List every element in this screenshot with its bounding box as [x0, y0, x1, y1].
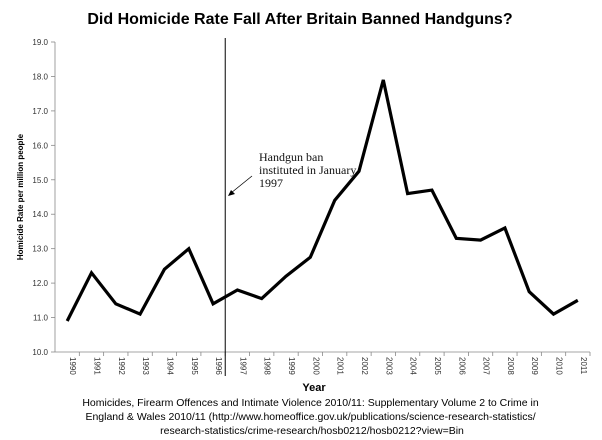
- x-tick-label: 2000: [311, 357, 320, 375]
- source-line-1: Homicides, Firearm Offences and Intimate…: [82, 397, 539, 409]
- x-tick-label: 2003: [384, 357, 393, 375]
- x-tick-label: 2007: [482, 357, 491, 375]
- y-tick-label: 14.0: [32, 210, 48, 219]
- x-tick-label: 2004: [409, 357, 418, 375]
- annotation-arrow-head: [228, 190, 235, 196]
- y-tick-label: 19.0: [32, 38, 48, 47]
- x-tick-label: 2005: [433, 357, 442, 375]
- y-tick-label: 15.0: [32, 176, 48, 185]
- chart-title: Did Homicide Rate Fall After Britain Ban…: [87, 11, 512, 28]
- y-tick-label: 13.0: [32, 245, 48, 254]
- annotation-arrow-shaft: [230, 175, 253, 194]
- x-tick-label: 2010: [555, 357, 564, 375]
- x-tick-label: 1993: [141, 357, 150, 375]
- ban-annotation-line-1: Handgun ban: [259, 150, 323, 164]
- x-tick-label: 1996: [214, 357, 223, 375]
- y-tick-label: 16.0: [32, 141, 48, 150]
- x-tick-label: 1995: [190, 357, 199, 375]
- x-tick-label: 1997: [238, 357, 247, 375]
- x-ticks: 1990 1991 1992 1993 1994 1995 1996 1997 1998 1999…: [68, 352, 591, 375]
- x-tick-label: 2008: [506, 357, 515, 375]
- x-tick-label: 1990: [68, 357, 77, 375]
- x-tick-label: 1992: [117, 357, 126, 375]
- x-tick-label: 2011: [579, 357, 588, 375]
- y-tick-label: 10.0: [32, 348, 48, 357]
- x-tick-label: 2001: [336, 357, 345, 375]
- x-axis-label: Year: [302, 382, 326, 394]
- x-tick-label: 2009: [530, 357, 539, 375]
- y-tick-label: 12.0: [32, 279, 48, 288]
- x-tick-label: 1999: [287, 357, 296, 375]
- series-line: [65, 79, 579, 322]
- ban-annotation-line-3: 1997: [259, 176, 283, 190]
- x-tick-label: 1994: [165, 357, 174, 375]
- source-line-2: England & Wales 2010/11 (http://www.home…: [85, 411, 535, 423]
- ban-annotation: Handgun ban instituted in January 1997: [259, 150, 359, 190]
- y-tick-label: 11.0: [33, 314, 49, 323]
- x-tick-label: 1998: [263, 357, 272, 375]
- ban-annotation-line-2: instituted in January: [259, 163, 356, 177]
- x-tick-label: 2002: [360, 357, 369, 375]
- x-tick-label: 1991: [92, 357, 101, 375]
- x-tick-label: 2006: [457, 357, 466, 375]
- y-axis-label: Homicide Rate per million people: [16, 133, 25, 260]
- y-tick-label: 18.0: [32, 72, 48, 81]
- source-line-3: research-statistics/crime-research/hosb0…: [160, 425, 464, 437]
- source-note: Homicides, Firearm Offences and Intimate…: [82, 397, 541, 437]
- y-tick-label: 17.0: [32, 107, 48, 116]
- y-ticks: 10.0 11.0 12.0 13.0 14.0 15.0 16.0 17.0 18.0 19.0: [32, 38, 55, 357]
